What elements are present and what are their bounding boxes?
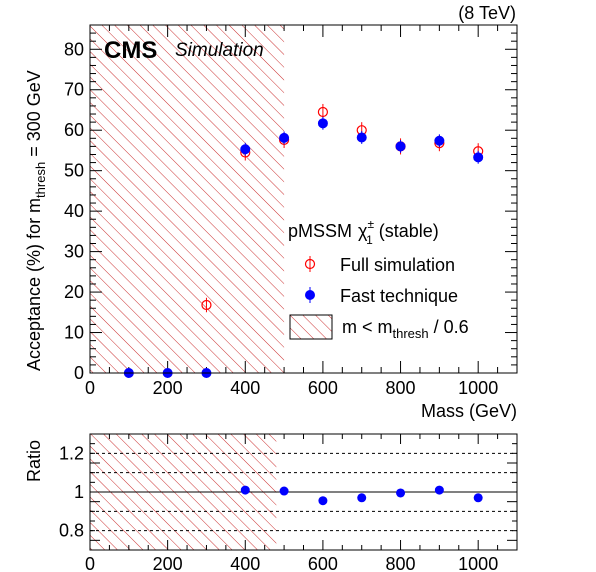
ratio-x-tick-label: 400 xyxy=(230,554,260,572)
full-sim-point xyxy=(317,106,329,118)
ratio-x-tick-label: 1000 xyxy=(458,554,498,572)
legend-hatch-swatch xyxy=(289,314,333,340)
legend-region-sub: thresh xyxy=(393,326,429,341)
y-axis-title-prefix: Acceptance (%) for m xyxy=(24,198,44,371)
y-tick-label: 50 xyxy=(64,161,84,181)
ratio-x-tick-label: 600 xyxy=(308,554,338,572)
ratio-point xyxy=(279,486,289,496)
ratio-x-tick-label: 800 xyxy=(386,554,416,572)
ratio-x-tick-label: 0 xyxy=(85,554,95,572)
legend-region-label: m < mthresh / 0.6 xyxy=(342,317,469,341)
fast-tech-point xyxy=(395,141,406,152)
acceptance-panel: 0 200 400 600 800 1000 0 10 20 30 40 50 60 70 80 (8 T… xyxy=(24,3,518,421)
x-tick-label: 600 xyxy=(308,378,338,398)
x-axis-title: Mass (GeV) xyxy=(421,401,517,421)
ratio-y-tick-label: 0.8 xyxy=(59,521,84,541)
x-tick-label: 200 xyxy=(153,378,183,398)
ratio-point xyxy=(318,496,328,506)
hatched-region xyxy=(90,25,285,373)
ratio-y-tick-labels: 0.8 1 1.2 xyxy=(59,443,84,540)
ratio-point xyxy=(434,485,444,495)
fast-tech-point xyxy=(434,135,445,146)
ratio-plot-frame xyxy=(89,433,518,551)
ratio-axis-ticks xyxy=(89,433,518,551)
legend-title-sup: ± xyxy=(367,217,374,231)
fast-tech-point xyxy=(473,152,484,163)
legend-title: pMSSM χ± 1 (stable) xyxy=(288,217,439,247)
ratio-point xyxy=(357,493,367,503)
y-tick-label: 20 xyxy=(64,282,84,302)
simulation-label: Simulation xyxy=(175,40,264,61)
legend-full-sim-label: Full simulation xyxy=(340,255,455,275)
x-tick-labels: 0 200 400 600 800 1000 xyxy=(85,378,498,398)
legend-fast-tech-label: Fast technique xyxy=(340,286,458,306)
ratio-point xyxy=(473,493,483,503)
legend-title-sub: 1 xyxy=(366,233,373,247)
x-tick-label: 0 xyxy=(85,378,95,398)
y-tick-label: 70 xyxy=(64,80,84,100)
full-sim-point xyxy=(201,299,212,311)
ratio-x-tick-labels: 0 200 400 600 800 1000 xyxy=(85,554,498,572)
fast-tech-point xyxy=(356,132,367,143)
fast-tech-point xyxy=(240,144,251,155)
legend-region-prefix: m < m xyxy=(342,317,393,337)
y-tick-label: 80 xyxy=(64,39,84,59)
cms-label: CMS xyxy=(104,37,157,64)
y-axis-title: Acceptance (%) for mthresh = 300 GeV xyxy=(24,70,48,371)
energy-label: (8 TeV) xyxy=(458,3,516,23)
y-axis-title-sub: thresh xyxy=(33,162,48,198)
x-tick-label: 800 xyxy=(386,378,416,398)
plot-frame xyxy=(89,24,518,374)
y-axis-title-suffix: = 300 GeV xyxy=(24,70,44,162)
y-tick-label: 0 xyxy=(74,363,84,383)
legend-region-suffix: / 0.6 xyxy=(434,317,469,337)
y-tick-label: 60 xyxy=(64,120,84,140)
legend-title-text: pMSSM xyxy=(288,221,352,241)
ratio-y-axis-title: Ratio xyxy=(24,440,44,482)
ratio-data-points xyxy=(240,485,483,506)
ratio-point xyxy=(396,488,406,498)
data-points xyxy=(123,103,484,378)
y-tick-label: 40 xyxy=(64,201,84,221)
ratio-y-tick-label: 1.2 xyxy=(59,443,84,463)
fast-tech-point xyxy=(279,132,290,143)
x-tick-label: 1000 xyxy=(458,378,498,398)
ratio-panel: 0 200 400 600 800 1000 0.8 1 1.2 Ratio xyxy=(24,433,518,572)
legend-title-suffix: (stable) xyxy=(379,221,439,241)
legend-title-particle: χ xyxy=(358,221,368,241)
ratio-y-tick-label: 1 xyxy=(74,482,84,502)
y-tick-label: 30 xyxy=(64,242,84,262)
ratio-point xyxy=(240,485,250,495)
y-tick-label: 10 xyxy=(64,323,84,343)
legend: pMSSM χ± 1 (stable) Full simulation Fast te… xyxy=(288,217,469,341)
ratio-gridlines xyxy=(90,452,517,532)
y-tick-labels: 0 10 20 30 40 50 60 70 80 xyxy=(64,39,84,383)
x-tick-label: 400 xyxy=(230,378,260,398)
ratio-x-tick-label: 200 xyxy=(153,554,183,572)
fast-tech-point xyxy=(317,118,328,129)
